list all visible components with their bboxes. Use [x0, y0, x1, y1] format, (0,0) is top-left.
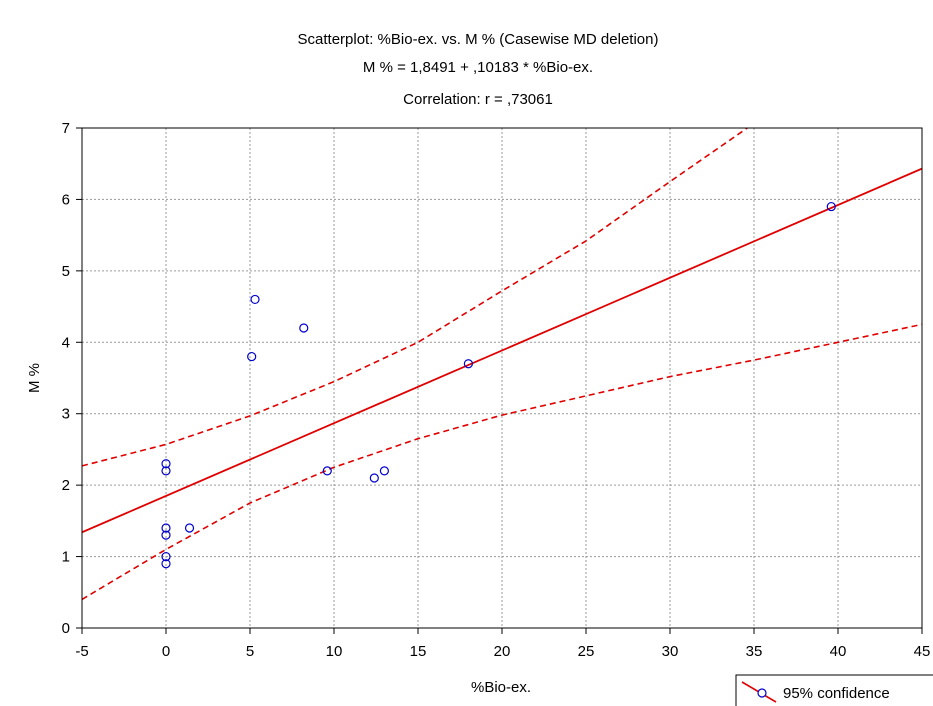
- x-tick-label: 20: [494, 643, 511, 660]
- y-tick-label: 0: [62, 620, 70, 637]
- legend-point-sample: [757, 688, 767, 698]
- data-point: [161, 551, 171, 562]
- y-tick-label: 5: [62, 263, 70, 280]
- data-point: [250, 294, 260, 305]
- data-point: [161, 559, 171, 569]
- chart-title-line-2: M % = 1,8491 + ,10183 * %Bio-ex.: [363, 59, 593, 76]
- y-tick-label: 6: [62, 191, 70, 208]
- data-point: [161, 530, 171, 540]
- x-tick-label: 25: [578, 643, 595, 660]
- data-point: [161, 466, 171, 476]
- chart-title: Scatterplot: %Bio-ex. vs. M % (Casewise …: [298, 31, 659, 108]
- x-tick-label: 40: [830, 643, 847, 660]
- data-point: [322, 466, 332, 476]
- confidence-band-lower: [82, 323, 922, 601]
- data-point: [161, 459, 171, 469]
- legend-label: 95% confidence: [783, 685, 890, 702]
- y-tick-label: 2: [62, 477, 70, 494]
- data-point: [826, 201, 836, 212]
- data-point: [379, 466, 389, 476]
- x-tick-label: 0: [162, 643, 170, 660]
- x-tick-label: 10: [326, 643, 343, 660]
- regression-line: [82, 167, 922, 534]
- chart-title-line-3: Correlation: r = ,73061: [403, 91, 553, 108]
- data-point: [369, 473, 379, 483]
- legend: 95% confidence: [735, 674, 933, 706]
- x-tick-label: 15: [410, 643, 427, 660]
- data-point: [184, 523, 195, 533]
- y-axis-title: M %: [26, 363, 43, 393]
- data-points: [161, 201, 836, 569]
- y-tick-label: 4: [62, 334, 70, 351]
- x-axis-title: %Bio-ex.: [471, 679, 531, 696]
- data-point: [299, 323, 309, 333]
- data-point: [247, 351, 257, 362]
- x-tick-label: 30: [662, 643, 679, 660]
- chart-title-line-1: Scatterplot: %Bio-ex. vs. M % (Casewise …: [298, 31, 659, 48]
- y-tick-label: 1: [62, 549, 70, 566]
- confidence-bands: [82, 128, 922, 601]
- regression-line-group: [82, 167, 922, 534]
- data-point: [161, 523, 171, 533]
- y-tick-label: 7: [62, 120, 70, 137]
- x-tick-label: 5: [246, 643, 254, 660]
- data-point: [463, 359, 473, 369]
- y-tick-label: 3: [62, 406, 70, 423]
- x-tick-label: 45: [914, 643, 931, 660]
- x-tick-label: -5: [75, 643, 88, 660]
- grid-lines: [82, 128, 922, 628]
- x-tick-label: 35: [746, 643, 763, 660]
- confidence-band-upper: [82, 128, 748, 467]
- legend-box: [735, 674, 933, 706]
